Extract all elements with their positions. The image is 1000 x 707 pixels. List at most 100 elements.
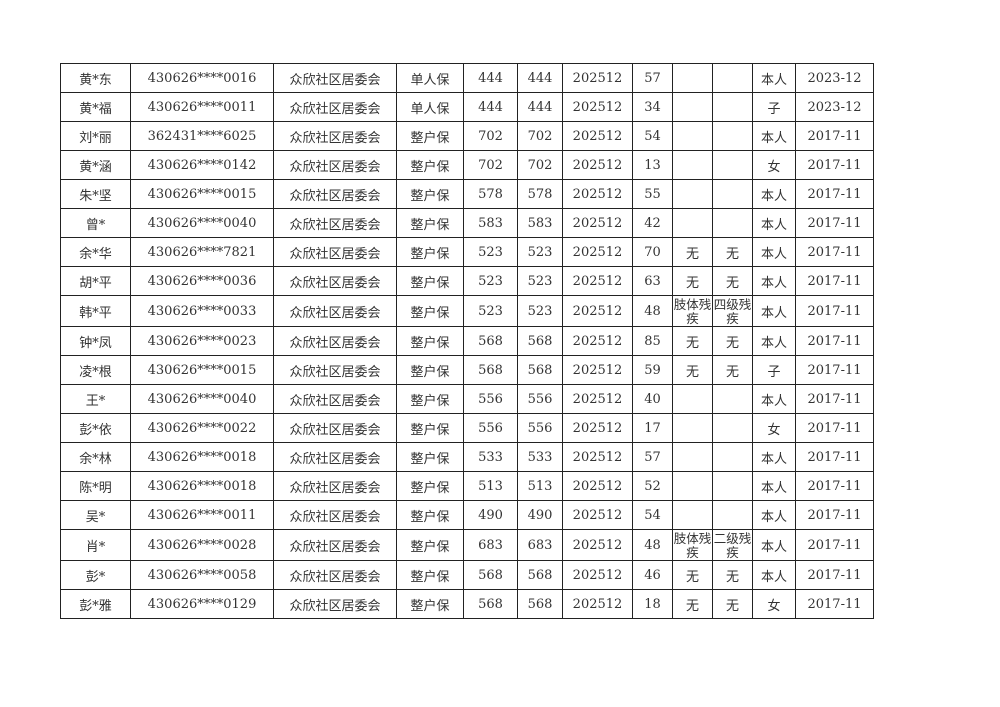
cell-disability-level: [712, 442, 753, 472]
cell-amount-2: 702: [517, 121, 563, 151]
cell-guarantee-type: 整户保: [396, 471, 464, 501]
cell-amount-2: 490: [517, 500, 563, 530]
cell-period: 202512: [562, 208, 633, 238]
cell-name: 刘*丽: [60, 121, 131, 151]
cell-relation: 本人: [752, 442, 796, 472]
cell-amount-2: 578: [517, 179, 563, 209]
cell-disability-level: [712, 121, 753, 151]
cell-amount-2: 444: [517, 63, 563, 93]
cell-start-date: 2017-11: [795, 384, 874, 414]
cell-id-number: 430626****0015: [130, 355, 274, 385]
cell-period: 202512: [562, 326, 633, 356]
cell-name: 彭*: [60, 560, 131, 590]
cell-relation: 子: [752, 92, 796, 122]
cell-disability-level: [712, 92, 753, 122]
cell-period: 202512: [562, 150, 633, 180]
cell-disability-level: [712, 471, 753, 501]
cell-start-date: 2017-11: [795, 179, 874, 209]
cell-relation: 本人: [752, 237, 796, 267]
table-row: 黄*福 430626****0011 众欣社区居委会 单人保 444 444 202512 3…: [60, 92, 874, 122]
table-row: 黄*东 430626****0016 众欣社区居委会 单人保 444 444 202512 5…: [60, 63, 874, 93]
cell-id-number: 430626****0142: [130, 150, 274, 180]
table-row: 彭*雅 430626****0129 众欣社区居委会 整户保 568 568 202512 1…: [60, 589, 874, 619]
cell-community: 众欣社区居委会: [273, 63, 397, 93]
cell-amount-2: 568: [517, 326, 563, 356]
cell-id-number: 430626****0023: [130, 326, 274, 356]
cell-start-date: 2017-11: [795, 589, 874, 619]
cell-disability-level: 无: [712, 589, 753, 619]
cell-amount-2: 444: [517, 92, 563, 122]
cell-period: 202512: [562, 121, 633, 151]
cell-amount-2: 523: [517, 295, 563, 327]
cell-amount-2: 533: [517, 442, 563, 472]
cell-amount: 523: [463, 266, 518, 296]
cell-name: 黄*东: [60, 63, 131, 93]
cell-disability-level: [712, 413, 753, 443]
cell-disability-type: [672, 179, 713, 209]
cell-start-date: 2017-11: [795, 560, 874, 590]
cell-name: 王*: [60, 384, 131, 414]
cell-id-number: 430626****0058: [130, 560, 274, 590]
cell-name: 余*林: [60, 442, 131, 472]
cell-guarantee-type: 整户保: [396, 589, 464, 619]
cell-relation: 本人: [752, 500, 796, 530]
cell-relation: 本人: [752, 529, 796, 561]
cell-guarantee-type: 整户保: [396, 179, 464, 209]
cell-disability-level: [712, 384, 753, 414]
table-row: 胡*平 430626****0036 众欣社区居委会 整户保 523 523 202512 6…: [60, 266, 874, 296]
cell-disability-type: [672, 208, 713, 238]
table-row: 陈*明 430626****0018 众欣社区居委会 整户保 513 513 202512 5…: [60, 471, 874, 501]
cell-name: 肖*: [60, 529, 131, 561]
cell-age: 59: [632, 355, 673, 385]
cell-age: 57: [632, 442, 673, 472]
cell-period: 202512: [562, 237, 633, 267]
cell-id-number: 430626****7821: [130, 237, 274, 267]
cell-start-date: 2017-11: [795, 529, 874, 561]
cell-id-number: 430626****0129: [130, 589, 274, 619]
cell-amount-2: 583: [517, 208, 563, 238]
cell-amount-2: 556: [517, 384, 563, 414]
cell-disability-type: [672, 500, 713, 530]
cell-start-date: 2017-11: [795, 266, 874, 296]
cell-period: 202512: [562, 529, 633, 561]
cell-age: 54: [632, 121, 673, 151]
cell-disability-level: [712, 500, 753, 530]
cell-name: 朱*坚: [60, 179, 131, 209]
cell-disability-level: 四级残疾: [712, 295, 753, 327]
cell-id-number: 362431****6025: [130, 121, 274, 151]
cell-age: 85: [632, 326, 673, 356]
cell-disability-type: [672, 63, 713, 93]
cell-start-date: 2023-12: [795, 92, 874, 122]
table-row: 余*林 430626****0018 众欣社区居委会 整户保 533 533 202512 5…: [60, 442, 874, 472]
table-row: 彭*依 430626****0022 众欣社区居委会 整户保 556 556 202512 1…: [60, 413, 874, 443]
cell-community: 众欣社区居委会: [273, 150, 397, 180]
cell-disability-type: 无: [672, 589, 713, 619]
table-row: 余*华 430626****7821 众欣社区居委会 整户保 523 523 202512 7…: [60, 237, 874, 267]
cell-disability-level: 无: [712, 326, 753, 356]
cell-relation: 子: [752, 355, 796, 385]
cell-disability-type: [672, 150, 713, 180]
cell-relation: 本人: [752, 326, 796, 356]
cell-guarantee-type: 整户保: [396, 295, 464, 327]
cell-period: 202512: [562, 384, 633, 414]
cell-disability-type: 肢体残疾: [672, 529, 713, 561]
table-row: 肖* 430626****0028 众欣社区居委会 整户保 683 683 202512 48…: [60, 529, 874, 561]
cell-amount: 568: [463, 589, 518, 619]
cell-age: 54: [632, 500, 673, 530]
cell-disability-level: [712, 63, 753, 93]
cell-guarantee-type: 单人保: [396, 63, 464, 93]
cell-age: 55: [632, 179, 673, 209]
cell-age: 48: [632, 529, 673, 561]
cell-start-date: 2017-11: [795, 355, 874, 385]
cell-amount-2: 683: [517, 529, 563, 561]
cell-start-date: 2017-11: [795, 208, 874, 238]
cell-name: 韩*平: [60, 295, 131, 327]
cell-amount-2: 513: [517, 471, 563, 501]
cell-age: 42: [632, 208, 673, 238]
cell-guarantee-type: 整户保: [396, 355, 464, 385]
cell-guarantee-type: 整户保: [396, 500, 464, 530]
cell-amount-2: 568: [517, 355, 563, 385]
cell-period: 202512: [562, 442, 633, 472]
cell-name: 曾*: [60, 208, 131, 238]
cell-guarantee-type: 整户保: [396, 560, 464, 590]
